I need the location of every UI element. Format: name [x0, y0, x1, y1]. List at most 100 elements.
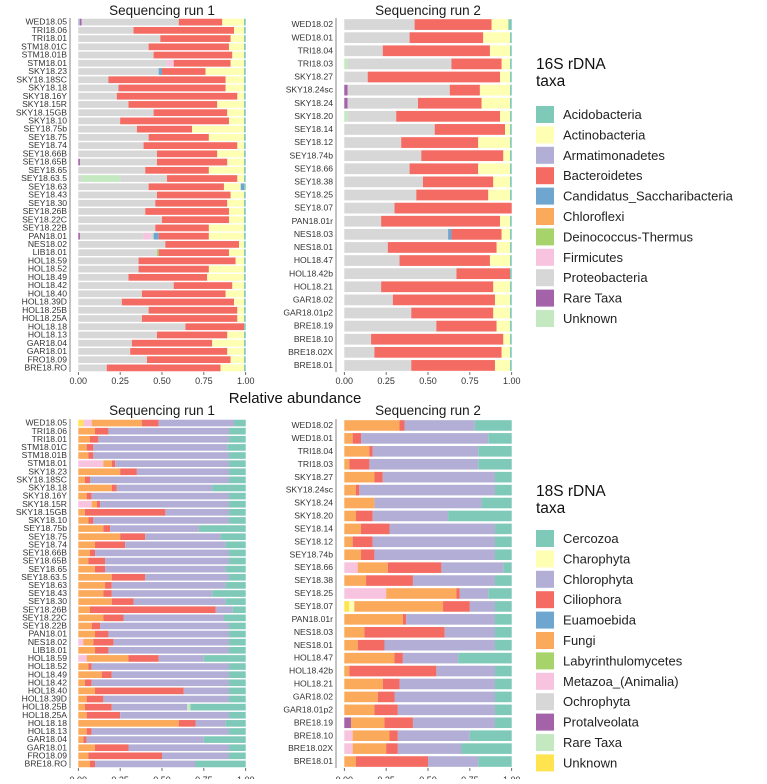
sample-label: TRI18.01 [32, 434, 68, 444]
bar-segment [88, 557, 106, 565]
bar-segment [369, 446, 373, 457]
bar-segment [244, 109, 246, 117]
bar-segment [118, 84, 226, 92]
sample-label: GAR18.01p2 [283, 704, 333, 714]
bar-segment [78, 265, 139, 273]
bar-segment [352, 730, 390, 741]
legend-label: Unknown [563, 311, 617, 326]
bar-segment [227, 348, 245, 355]
sample-label: SKY18.24sc [286, 85, 334, 95]
sample-label: BRE18.02X [288, 743, 333, 753]
bar-segment [225, 541, 246, 549]
sample-label: HOL18.21 [294, 281, 333, 291]
bar-segment [148, 43, 229, 51]
bar-segment [133, 26, 234, 34]
bar-segment [372, 536, 495, 548]
sample-label: TRI18.03 [298, 58, 334, 68]
bar-segment [456, 268, 511, 280]
legend-swatch [536, 632, 554, 649]
bar-segment [103, 460, 112, 467]
sample-label: SEY18.38 [294, 575, 333, 585]
bar-segment [244, 323, 246, 331]
bar-segment [150, 232, 154, 240]
legend-swatch [536, 734, 554, 751]
bar-segment [155, 199, 228, 207]
bar-segment [510, 97, 512, 109]
bar-segment [155, 224, 209, 232]
sample-label: NES18.01 [294, 242, 333, 252]
bar-segment [347, 110, 397, 122]
sample-label: SEY18.26B [23, 604, 68, 614]
bar-segment [128, 273, 208, 281]
bar-segment [237, 315, 245, 322]
bar-segment [225, 84, 245, 92]
legend-label: Chloroflexi [563, 209, 625, 224]
bar-segment [344, 458, 350, 470]
bar-segment [501, 346, 511, 358]
bar-segment [141, 419, 159, 427]
sample-label: SEY18.14 [294, 523, 333, 533]
bar-segment [113, 638, 229, 646]
bar-segment [411, 307, 494, 319]
bar-segment [397, 743, 462, 754]
bar-segment [203, 655, 246, 662]
bar-segment [98, 435, 229, 443]
bar-segment [228, 43, 245, 51]
bar-segment [136, 468, 229, 476]
bar-segment [93, 517, 229, 524]
bar-segment [205, 68, 245, 75]
bar-segment [399, 678, 495, 690]
sample-label: HOL18.13 [28, 726, 67, 736]
bar-segment [105, 582, 112, 589]
bar-segment [244, 306, 246, 314]
bar-segment [198, 525, 246, 532]
bar-segment [474, 420, 512, 431]
legend-label: Armatimonadetes [563, 148, 665, 163]
legend-swatch [536, 310, 554, 327]
bar-segment [153, 51, 233, 59]
bar-segment [510, 307, 512, 319]
bar-segment [374, 471, 383, 483]
bar-segment [103, 590, 112, 597]
bar-segment [78, 533, 121, 541]
bar-segment [78, 18, 80, 26]
bar-segment [494, 704, 512, 716]
bar-segment [178, 18, 223, 26]
sample-label: SKY18.10 [28, 116, 67, 126]
legend-swatch [536, 611, 554, 629]
sample-label: SKY18.27 [294, 72, 333, 82]
bar-segment [451, 58, 502, 70]
legend-label: Charophyta [563, 551, 631, 566]
bar-segment [483, 32, 511, 44]
bar-segment [510, 320, 512, 332]
bar-segment [120, 533, 146, 541]
bar-segment [244, 150, 246, 158]
bar-segment [148, 133, 209, 141]
bar-segment [356, 484, 360, 496]
bar-segment [78, 348, 131, 355]
bar-segment [158, 68, 162, 75]
sample-label: BRE18.02X [288, 347, 333, 357]
sample-label: STM18.01 [27, 458, 67, 468]
bar-segment [78, 125, 137, 133]
sample-label: BRE18.01 [294, 360, 333, 370]
bar-segment [158, 232, 209, 240]
sample-label: GAR18.02 [293, 692, 333, 702]
bar-segment [344, 163, 410, 175]
bar-segment [91, 500, 97, 508]
bar-segment [244, 257, 246, 265]
bar-segment [230, 191, 245, 199]
bar-segment [203, 736, 246, 743]
sample-label: SEY18.75b [24, 124, 68, 134]
legend-label: Acidobacteria [563, 107, 643, 122]
bar-segment [86, 736, 204, 743]
bar-segment [110, 525, 199, 532]
bar-segment [116, 484, 213, 492]
bar-segment [145, 533, 221, 541]
bar-segment [244, 158, 246, 166]
bar-segment [494, 717, 512, 729]
bar-segment [344, 150, 422, 162]
bar-segment [499, 71, 511, 83]
sample-label: WED18.01 [291, 433, 333, 443]
bar-segment [494, 678, 512, 690]
